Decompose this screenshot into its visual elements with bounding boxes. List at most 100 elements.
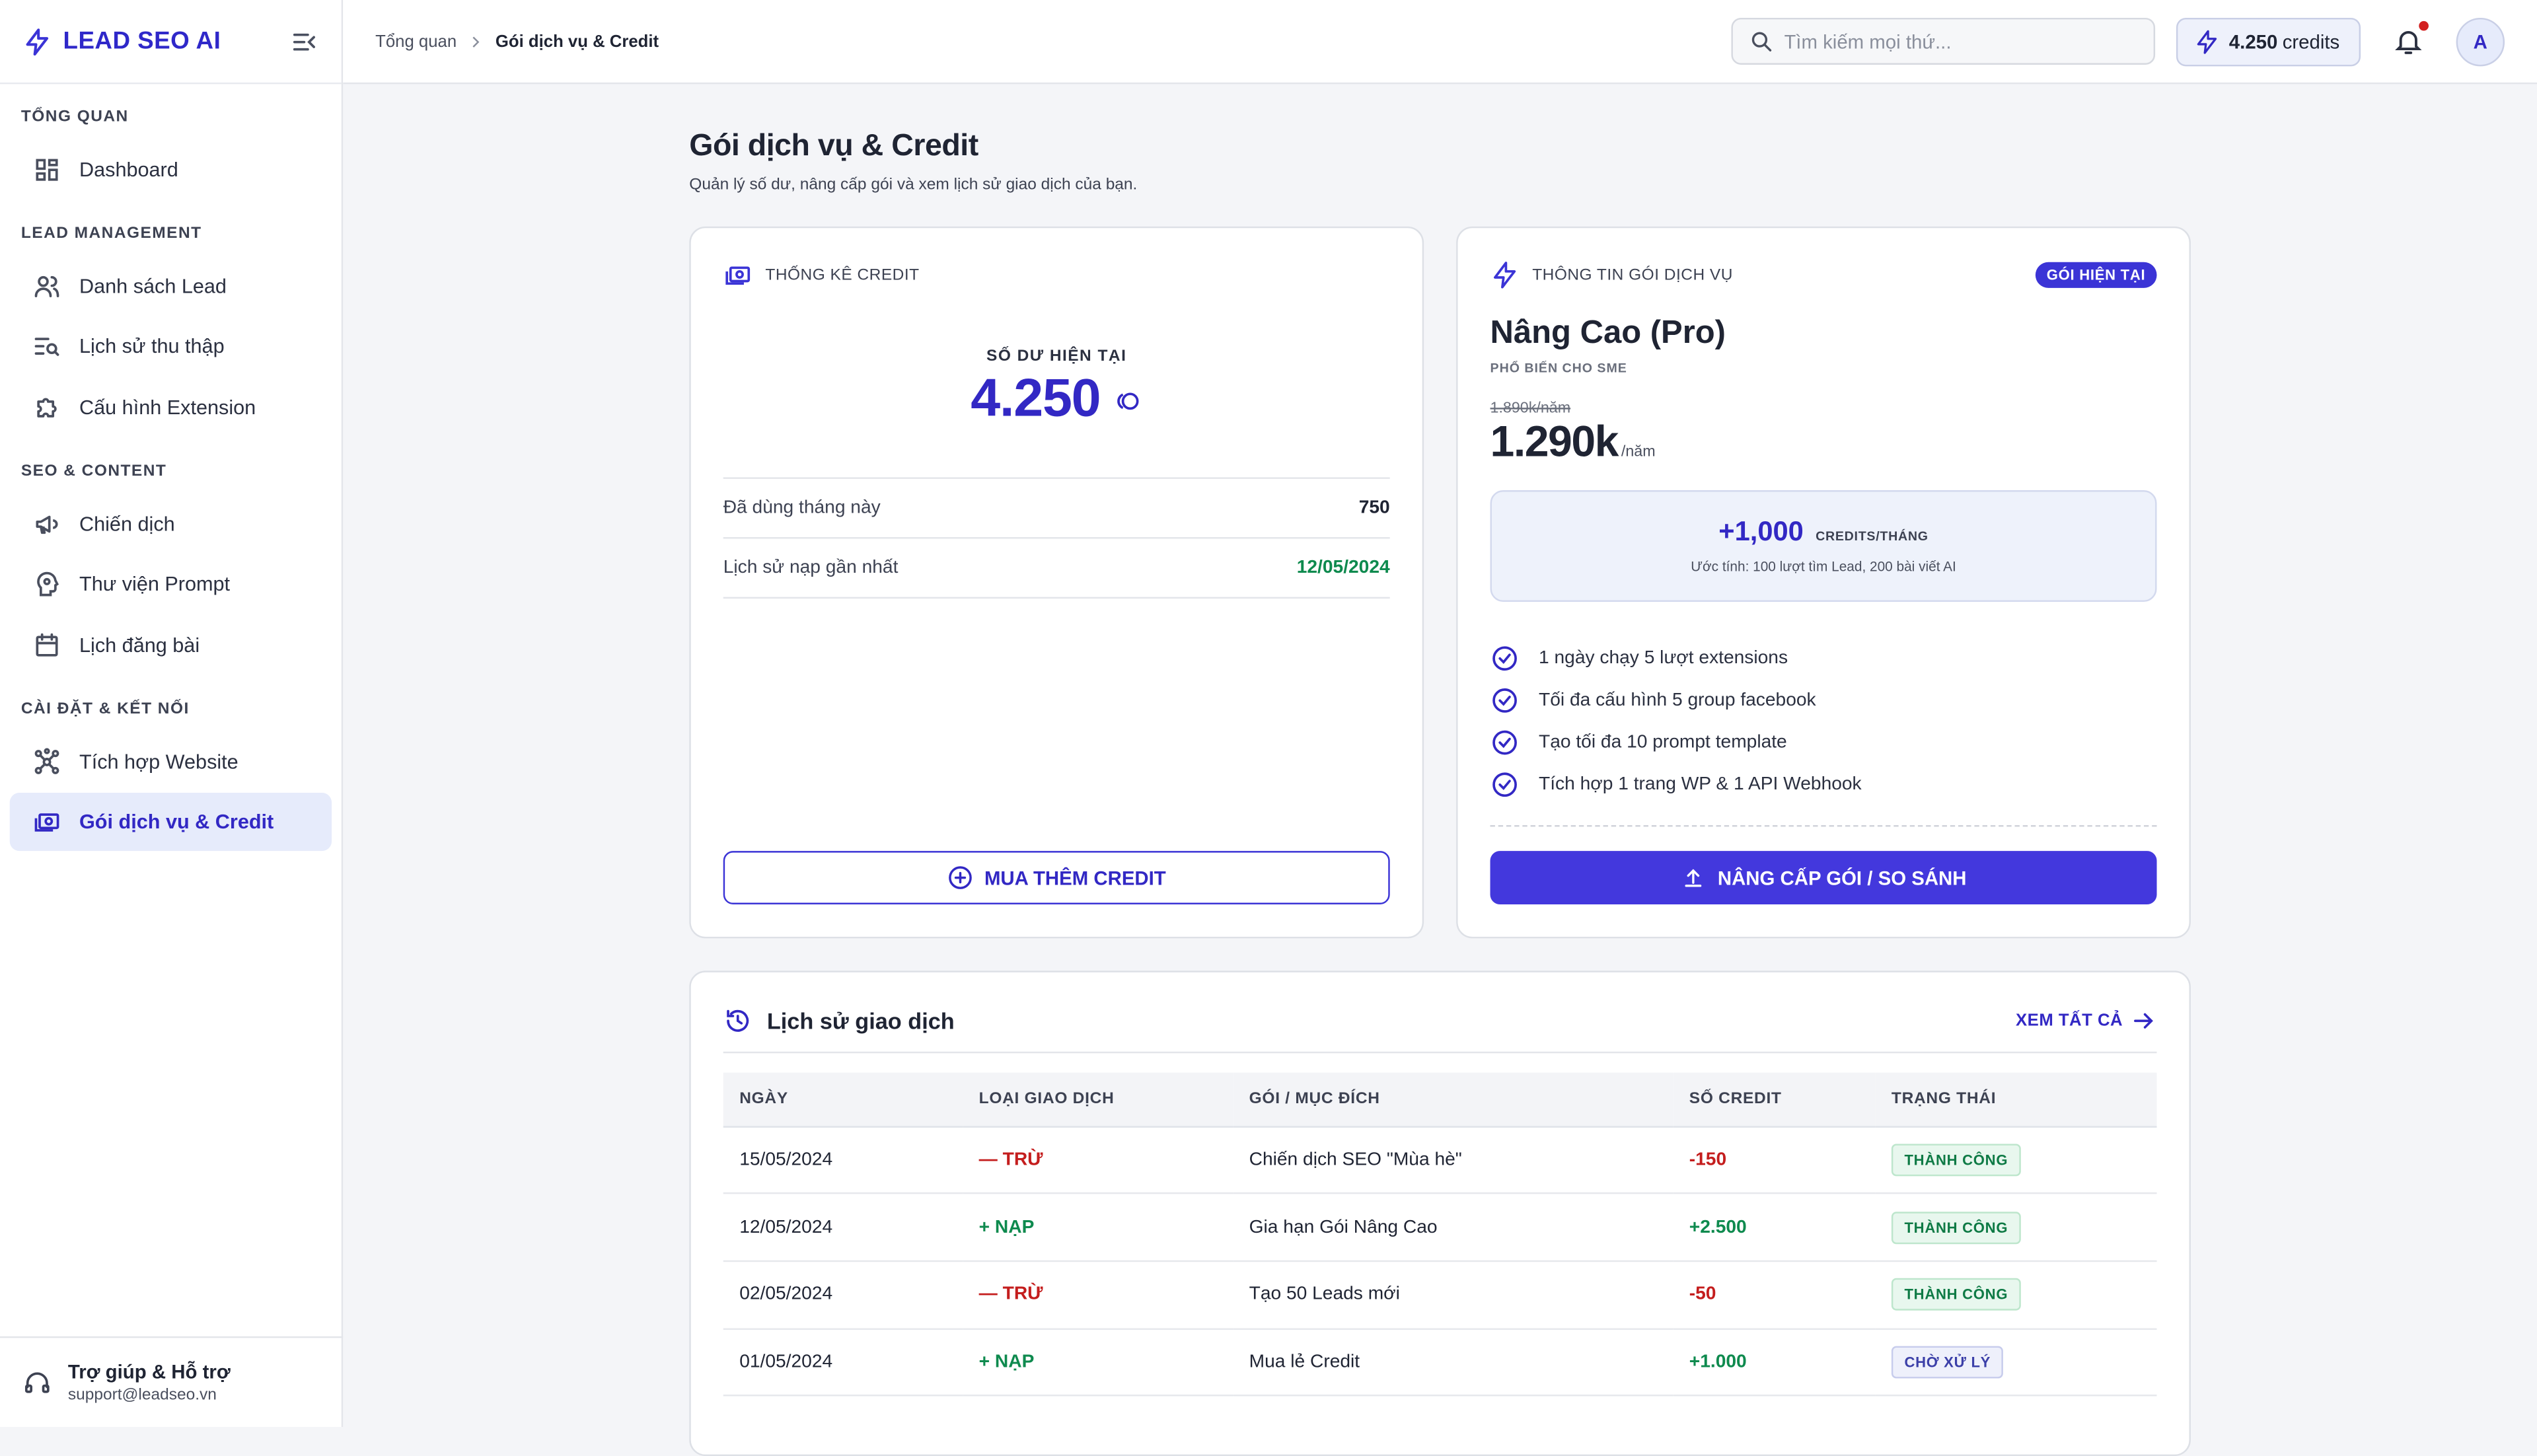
- feature-item: Tích hợp 1 trang WP & 1 API Webhook: [1490, 764, 2157, 806]
- feature-item: Tạo tối đa 10 prompt template: [1490, 721, 2157, 764]
- transaction-table: NGÀY LOẠI GIAO DỊCH GÓI / MỤC ĐÍCH SỐ CR…: [723, 1072, 2157, 1397]
- stat-value: 750: [1358, 498, 1390, 518]
- column-header[interactable]: SỐ CREDIT: [1673, 1072, 1876, 1127]
- search-input[interactable]: [1784, 30, 2108, 53]
- sidebar-item-label: Dashboard: [79, 157, 178, 181]
- sidebar-item-prompt-library[interactable]: Thư viện Prompt: [10, 555, 332, 613]
- feature-text: Tạo tối đa 10 prompt template: [1538, 733, 1787, 752]
- plan-info-card: THÔNG TIN GÓI DỊCH VỤ GÓI HIỆN TẠI Nâng …: [1456, 226, 2191, 939]
- sidebar-item-campaigns[interactable]: Chiến dịch: [10, 494, 332, 552]
- plan-name: Nâng Cao (Pro): [1490, 315, 1726, 351]
- buy-credit-label: MUA THÊM CREDIT: [984, 866, 1166, 889]
- nav-group-lead: LEAD MANAGEMENT Danh sách Lead Lịch sử t…: [0, 201, 342, 436]
- table-row[interactable]: 12/05/2024 + NẠP Gia hạn Gói Nâng Cao +2…: [723, 1193, 2157, 1262]
- status-badge: THÀNH CÔNG: [1891, 1144, 2021, 1177]
- sidebar-item-lead-list[interactable]: Danh sách Lead: [10, 256, 332, 314]
- column-header[interactable]: NGÀY: [723, 1072, 963, 1127]
- notifications-button[interactable]: [2393, 20, 2429, 57]
- plan-card-title: THÔNG TIN GÓI DỊCH VỤ: [1532, 266, 1733, 284]
- help-support[interactable]: Trợ giúp & Hỗ trợ support@leadseo.vn: [0, 1336, 344, 1427]
- view-all-link[interactable]: XEM TẤT CẢ: [2016, 1008, 2156, 1034]
- column-header[interactable]: GÓI / MỤC ĐÍCH: [1233, 1072, 1673, 1127]
- nav-heading: SEO & CONTENT: [20, 462, 167, 481]
- table-row[interactable]: 02/05/2024 — TRỪ Tạo 50 Leads mới -50 TH…: [723, 1260, 2157, 1329]
- upgrade-plan-button[interactable]: NÂNG CẤP GÓI / SO SÁNH: [1490, 851, 2157, 904]
- feature-text: Tối đa cấu hình 5 group facebook: [1538, 690, 1816, 711]
- card-heading: Lịch sử giao dịch XEM TẤT CẢ: [723, 1005, 2157, 1037]
- plan-tag: PHỔ BIẾN CHO SME: [1490, 361, 1627, 376]
- cell-amount: +1.000: [1673, 1328, 1876, 1397]
- current-plan-badge: GÓI HIỆN TẠI: [2035, 262, 2157, 288]
- sidebar-item-extension-config[interactable]: Cấu hình Extension: [10, 378, 332, 436]
- cell-date: 02/05/2024: [723, 1260, 963, 1329]
- sidebar: LEAD SEO AI TỔNG QUAN Dashboard LEAD MAN…: [0, 0, 344, 1428]
- price: 1.290k /năm: [1490, 418, 2157, 468]
- check-circle-icon: [1492, 772, 1517, 797]
- headset-icon: [24, 1371, 50, 1393]
- credit-stats-list: Đã dùng tháng này 750 Lịch sử nạp gần nh…: [723, 477, 1390, 599]
- main-content: Gói dịch vụ & Credit Quản lý số dư, nâng…: [689, 84, 2191, 1456]
- breadcrumb-root[interactable]: Tổng quan: [375, 31, 457, 52]
- table-row[interactable]: 15/05/2024 — TRỪ Chiến dịch SEO "Mùa hè"…: [723, 1126, 2157, 1194]
- stat-row-last-topup: Lịch sử nạp gần nhất 12/05/2024: [723, 539, 1390, 599]
- cash-icon: [725, 266, 751, 285]
- plus-circle-icon: [949, 866, 973, 889]
- arrow-right-icon: [2134, 1013, 2153, 1029]
- network-icon: [34, 747, 59, 774]
- buy-credit-button[interactable]: MUA THÊM CREDIT: [723, 851, 1390, 904]
- sidebar-item-post-schedule[interactable]: Lịch đăng bài: [10, 616, 332, 674]
- megaphone-icon: [36, 515, 58, 533]
- sidebar-item-collect-history[interactable]: Lịch sử thu thập: [10, 317, 332, 375]
- column-header[interactable]: TRẠNG THÁI: [1875, 1072, 2157, 1127]
- sidebar-item-label: Thư viện Prompt: [79, 572, 231, 596]
- cash-icon: [34, 813, 59, 832]
- cell-purpose: Mua lẻ Credit: [1233, 1328, 1673, 1397]
- avatar[interactable]: A: [2456, 17, 2505, 66]
- puzzle-icon: [37, 397, 57, 417]
- view-all-label: XEM TẤT CẢ: [2016, 1011, 2123, 1031]
- check-circle-icon: [1492, 646, 1517, 671]
- transaction-title: Lịch sử giao dịch: [766, 1007, 955, 1034]
- cell-purpose: Gia hạn Gói Nâng Cao: [1233, 1193, 1673, 1262]
- balance-label: SỐ DƯ HIỆN TẠI: [986, 347, 1127, 366]
- credit-balance-value: 4.250: [2228, 30, 2278, 53]
- balance-value: 4.250: [971, 367, 1101, 427]
- sidebar-item-label: Cấu hình Extension: [79, 395, 256, 419]
- divider: [723, 1051, 2157, 1054]
- help-email[interactable]: support@leadseo.vn: [67, 1386, 217, 1404]
- table-row[interactable]: 01/05/2024 + NẠP Mua lẻ Credit +1.000 CH…: [723, 1328, 2157, 1397]
- feature-text: Tích hợp 1 trang WP & 1 API Webhook: [1538, 775, 1862, 795]
- price-value: 1.290k: [1490, 417, 1619, 466]
- sidebar-item-website-integration[interactable]: Tích hợp Website: [10, 732, 332, 790]
- credit-balance-unit: credits: [2282, 30, 2340, 53]
- cell-amount: -50: [1673, 1260, 1876, 1329]
- users-icon: [34, 275, 59, 297]
- top-header: Tổng quan Gói dịch vụ & Credit 4.250 cre…: [343, 0, 2537, 85]
- calendar-icon: [36, 632, 58, 656]
- cell-date: 01/05/2024: [723, 1328, 963, 1397]
- help-title: Trợ giúp & Hỗ trợ: [67, 1360, 231, 1383]
- history-icon: [727, 1009, 749, 1032]
- cell-date: 12/05/2024: [723, 1193, 963, 1262]
- sidebar-item-dashboard[interactable]: Dashboard: [10, 140, 332, 198]
- search-box[interactable]: [1730, 17, 2155, 65]
- check-circle-icon: [1492, 688, 1517, 713]
- cell-purpose: Tạo 50 Leads mới: [1233, 1260, 1673, 1329]
- column-header[interactable]: LOẠI GIAO DỊCH: [963, 1072, 1233, 1127]
- sidebar-item-plans-credit[interactable]: Gói dịch vụ & Credit: [9, 793, 332, 852]
- cell-type: + NẠP: [963, 1328, 1233, 1397]
- sidebar-item-label: Lịch đăng bài: [79, 633, 200, 657]
- divider: [1490, 824, 2157, 827]
- status-badge: CHỜ XỬ LÝ: [1891, 1346, 2004, 1379]
- coins-icon: [1117, 392, 1139, 410]
- breadcrumb: Tổng quan Gói dịch vụ & Credit: [375, 32, 1730, 51]
- cell-status: THÀNH CÔNG: [1875, 1193, 2157, 1262]
- upload-icon: [1684, 869, 1701, 887]
- bolt-icon: [1494, 262, 1516, 289]
- old-price: 1.890k/năm: [1490, 399, 1571, 418]
- collapse-sidebar-icon[interactable]: [289, 26, 318, 55]
- sidebar-item-label: Danh sách Lead: [79, 274, 227, 297]
- brand-name: LEAD SEO AI: [63, 27, 221, 55]
- sidebar-item-label: Gói dịch vụ & Credit: [79, 810, 274, 834]
- credit-balance-pill[interactable]: 4.250 credits: [2175, 17, 2361, 66]
